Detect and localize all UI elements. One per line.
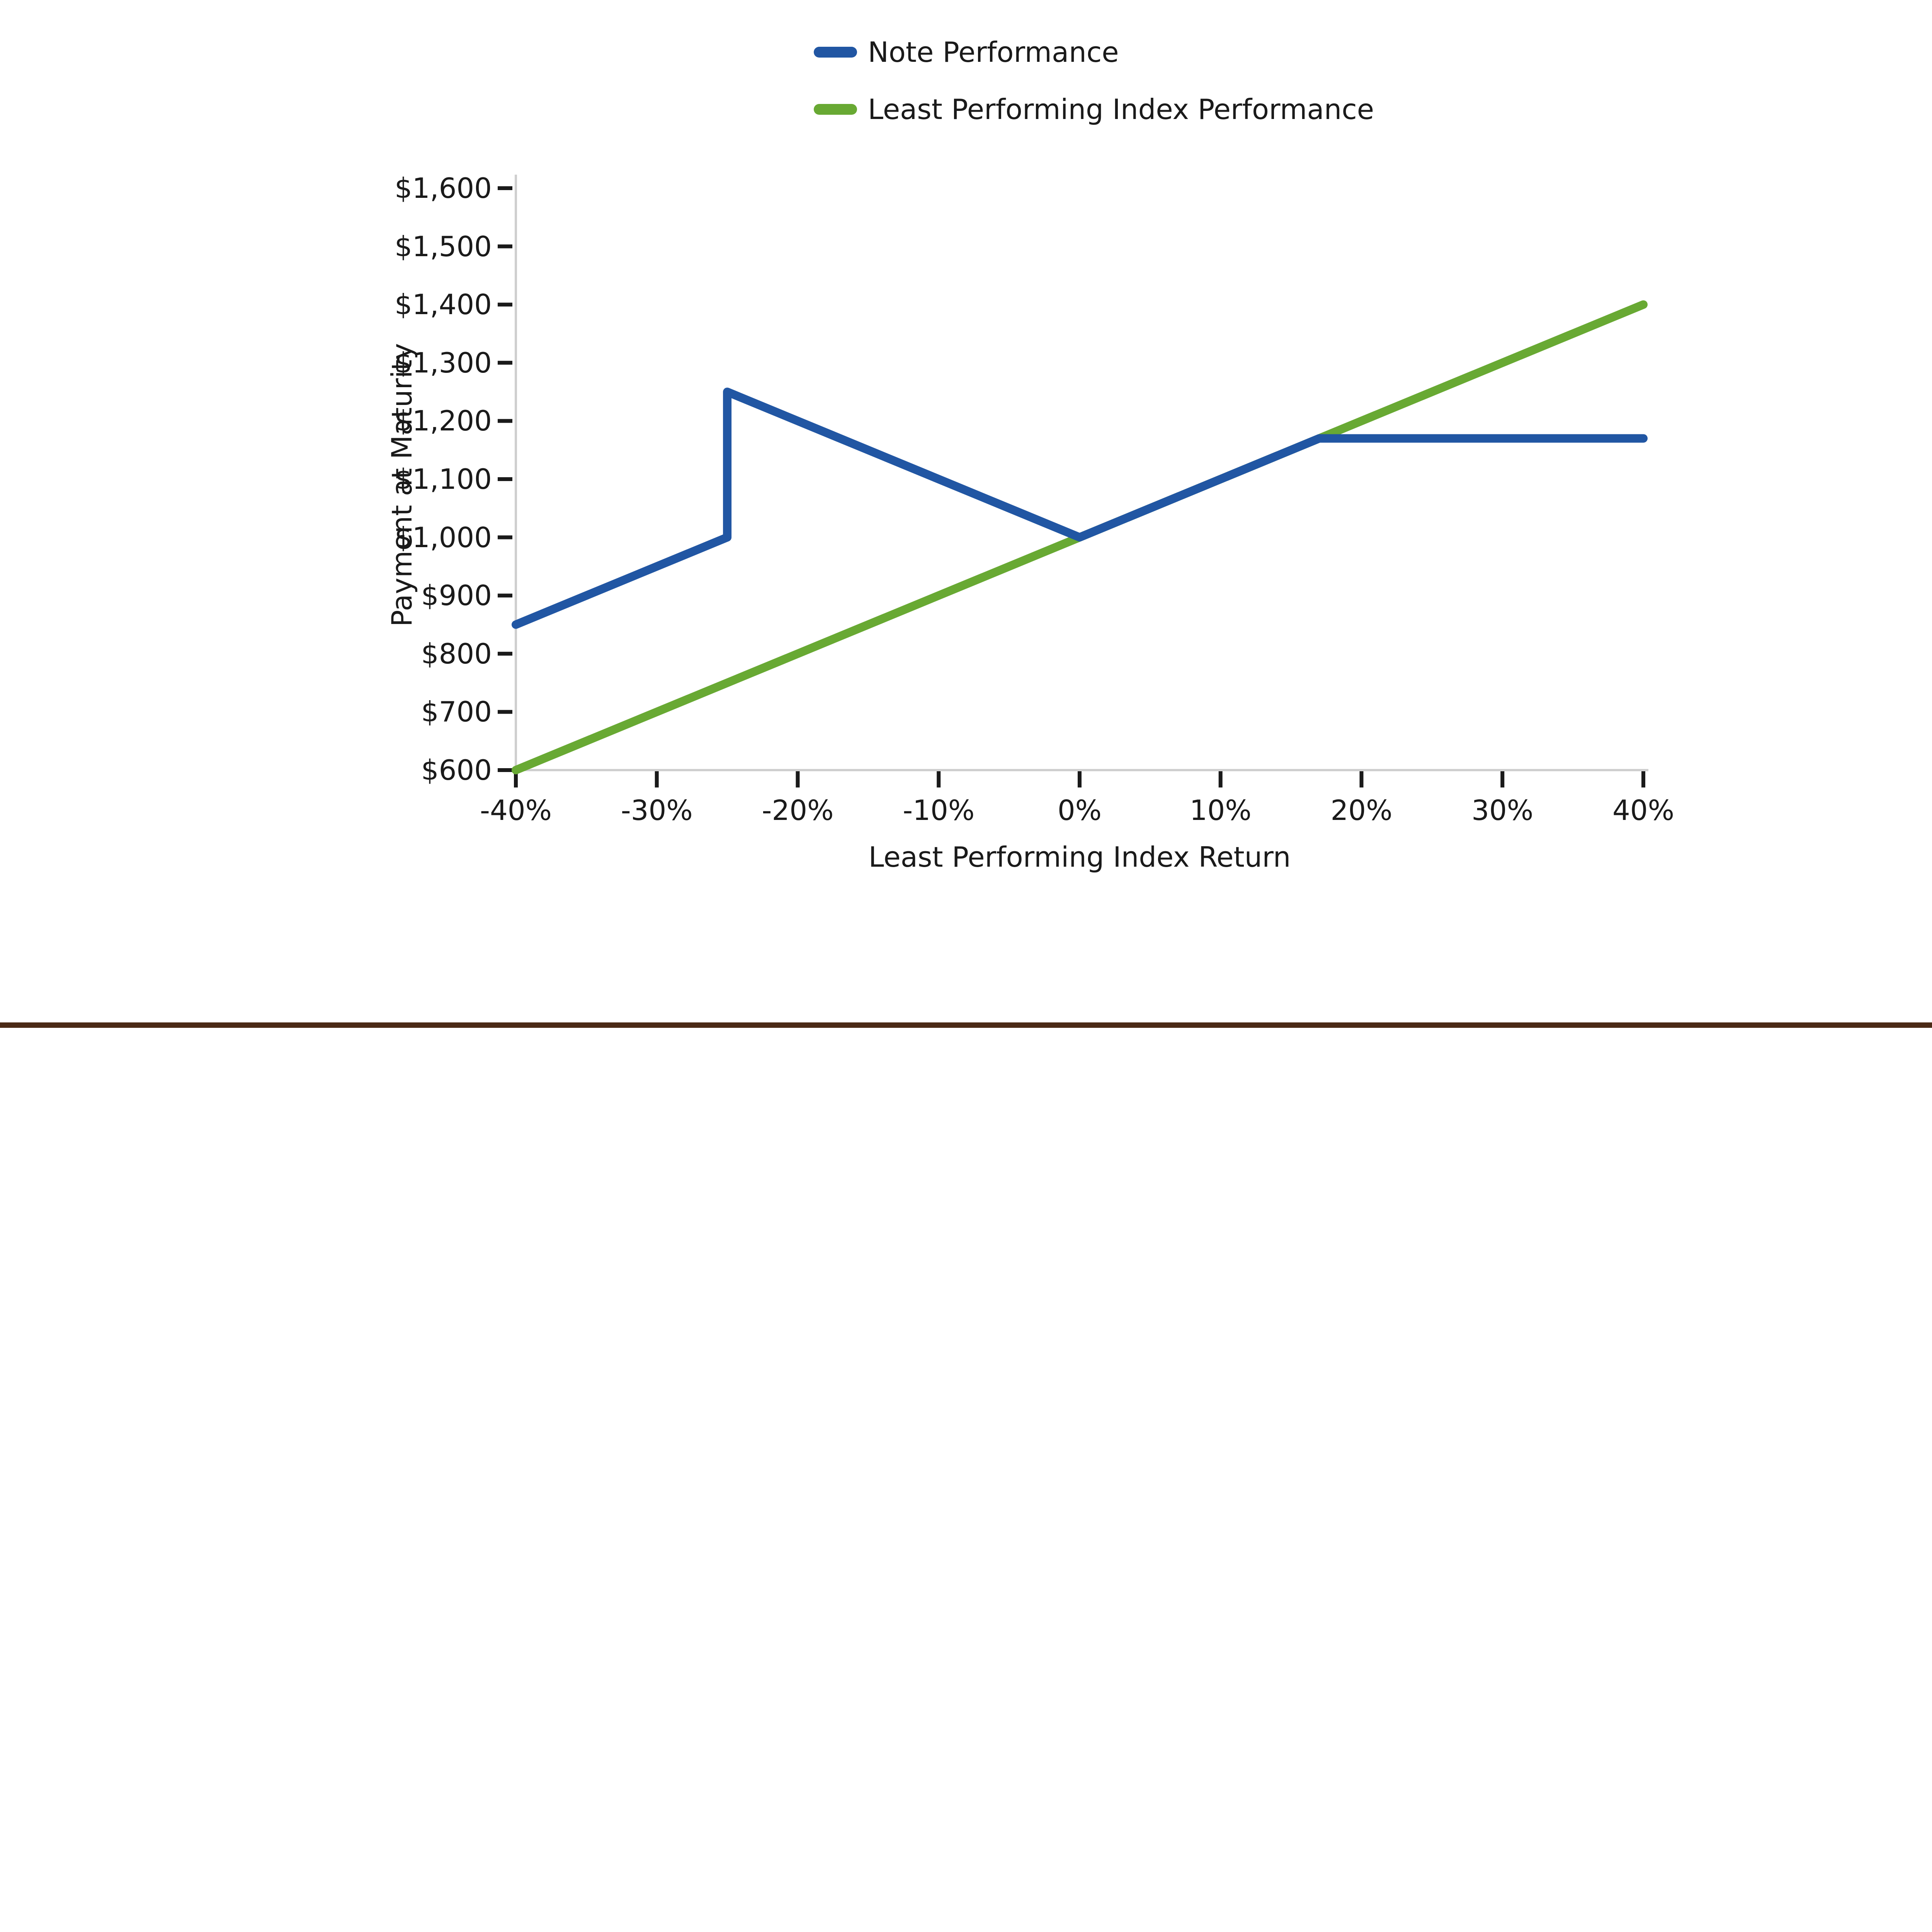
section-divider [0,1022,1932,1028]
legend-item-least-performing-index-performance: Least Performing Index Performance [814,92,1374,127]
y-tick-label: $600 [421,754,492,786]
y-tick-label: $1,600 [395,172,492,204]
y-tick-label: $1,000 [395,521,492,554]
x-tick-label: -10% [903,794,975,827]
x-tick-label: -30% [621,794,693,827]
x-tick-label: 0% [1057,794,1102,827]
chart-canvas [498,175,1648,787]
y-tick-label: $1,400 [395,288,492,321]
x-tick-label: 20% [1330,794,1393,827]
y-tick-label: $700 [421,696,492,728]
legend-swatch-note-performance [814,47,857,58]
y-tick-label: $800 [421,637,492,670]
y-tick-label: $1,100 [395,463,492,495]
x-tick-label: -40% [480,794,552,827]
x-tick-label: 30% [1471,794,1534,827]
series-line-note-performance [512,388,1648,629]
x-axis-title: Least Performing Index Return [868,841,1291,873]
y-tick-label: $1,200 [395,405,492,437]
payoff-chart: Note Performance Least Performing Index … [0,0,1932,927]
legend-label-note-performance: Note Performance [868,36,1119,68]
y-tick-label: $1,500 [395,230,492,263]
x-tick-label: -20% [762,794,834,827]
y-tick-label: $900 [421,579,492,612]
legend-swatch-least-performing-index-performance [814,104,857,115]
legend-label-least-performing-index-performance: Least Performing Index Performance [868,93,1374,126]
x-tick-label: 40% [1612,794,1675,827]
legend-item-note-performance: Note Performance [814,35,1119,70]
x-tick-label: 10% [1189,794,1252,827]
y-tick-label: $1,300 [395,346,492,379]
